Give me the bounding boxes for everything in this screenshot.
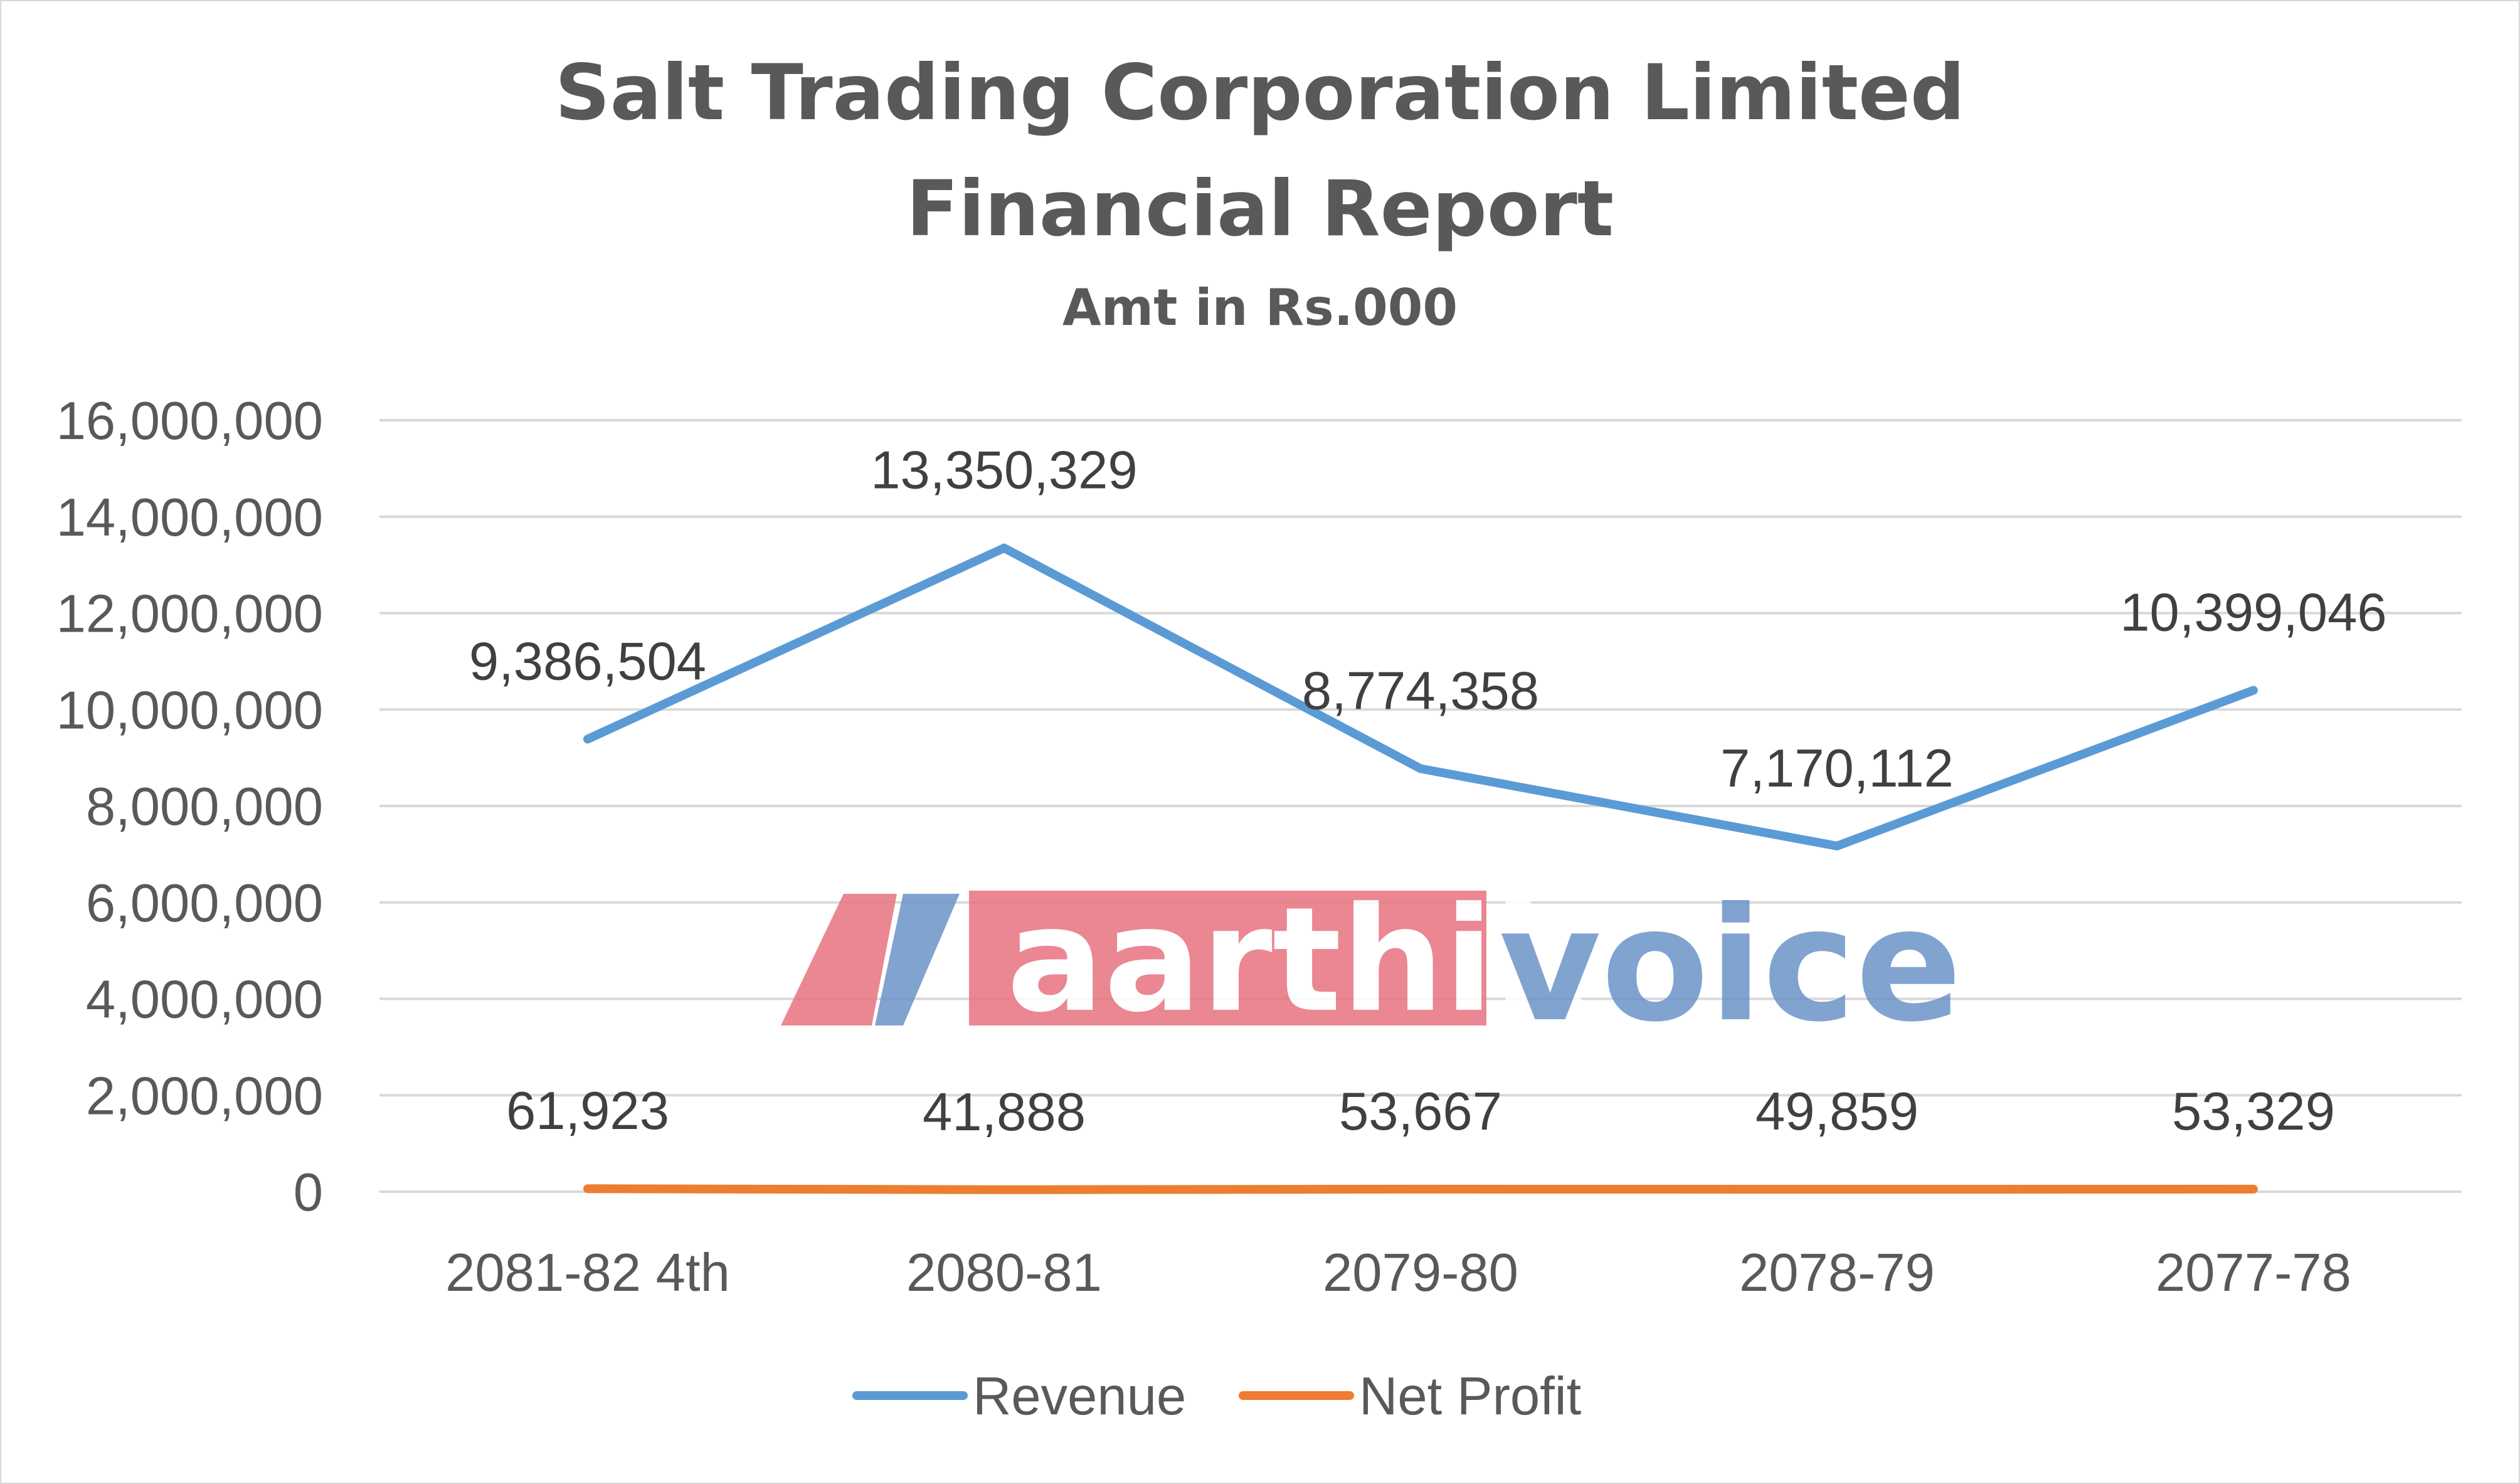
data-label: 10,399,046: [2120, 583, 2386, 643]
chart-title-line2: Financial Report: [906, 164, 1614, 253]
data-label: 41,888: [923, 1083, 1086, 1142]
chart-subtitle: Amt in Rs.000: [1062, 278, 1458, 337]
series-lines: [583, 543, 2258, 1194]
y-tick-label: 12,000,000: [56, 585, 323, 644]
y-tick-label: 8,000,000: [86, 777, 323, 837]
x-axis-ticks: 2081-82 4th 2080-81 2079-80 2078-79 2077-78: [445, 1243, 2351, 1303]
logo-text-aarthik: aarthik: [1007, 877, 1592, 1044]
y-tick-label: 2,000,000: [86, 1066, 323, 1126]
data-label: 13,350,329: [871, 441, 1137, 501]
y-tick-label: 16,000,000: [56, 391, 323, 451]
series-line-revenue: [583, 543, 2258, 851]
y-tick-label: 0: [294, 1163, 323, 1222]
chart-title: Salt Trading Corporation Limited: [555, 48, 1965, 137]
y-tick-label: 10,000,000: [56, 681, 323, 740]
y-tick-label: 14,000,000: [56, 488, 323, 548]
data-labels: 9,386,504 13,350,329 8,774,358 7,170,112 10,…: [469, 441, 2387, 1142]
data-label: 8,774,358: [1302, 661, 1539, 721]
legend-label: Revenue: [973, 1367, 1186, 1426]
data-label: 53,329: [2172, 1082, 2335, 1142]
x-tick-label: 2081-82 4th: [445, 1243, 730, 1303]
logo-mark-blue: [875, 894, 960, 1026]
data-label: 49,859: [1755, 1082, 1919, 1142]
x-tick-label: 2080-81: [906, 1243, 1102, 1303]
y-tick-label: 6,000,000: [86, 874, 323, 933]
data-label: 53,667: [1339, 1082, 1502, 1142]
legend-label: Net Profit: [1359, 1367, 1581, 1426]
data-label: 61,923: [506, 1081, 669, 1141]
logo-mark-red: [781, 894, 897, 1026]
x-tick-label: 2077-78: [2156, 1243, 2351, 1303]
y-axis-ticks: 0 2,000,000 4,000,000 6,000,000 8,000,000 10,…: [56, 391, 323, 1222]
y-tick-label: 4,000,000: [86, 970, 323, 1030]
legend: Revenue Net Profit: [852, 1367, 1581, 1426]
logo-box: [969, 891, 1486, 1026]
data-label: 9,386,504: [469, 632, 706, 691]
data-label: 7,170,112: [1720, 739, 1954, 798]
series-line-net-profit: [583, 1184, 2258, 1194]
x-tick-label: 2079-80: [1323, 1243, 1518, 1303]
logo-text-voice: voice: [1499, 874, 1962, 1056]
watermark-logo: aarthik voice: [781, 874, 1962, 1056]
x-tick-label: 2078-79: [1739, 1243, 1935, 1303]
